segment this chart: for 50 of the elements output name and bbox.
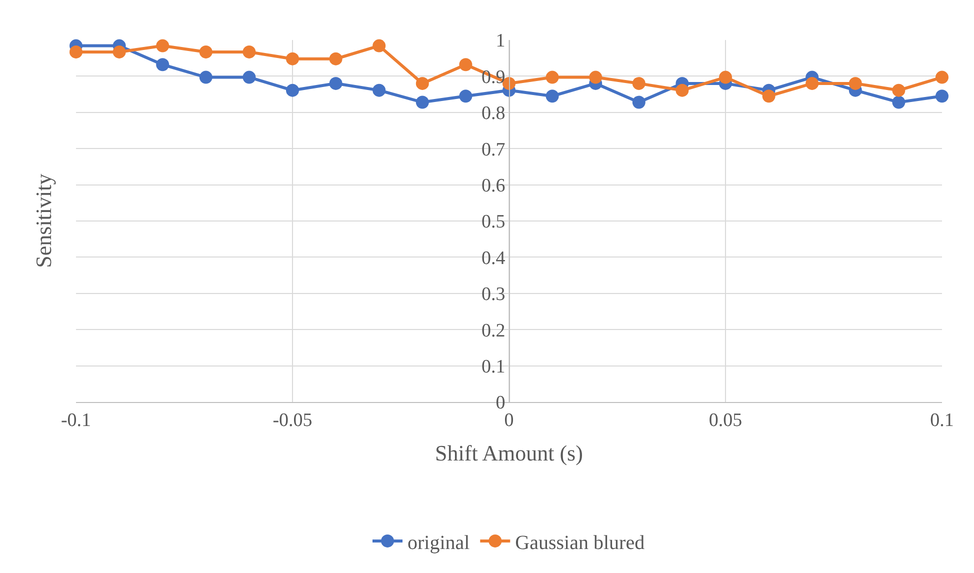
point: [719, 70, 732, 84]
point: [762, 90, 776, 103]
y-tick-label: 0.1: [481, 356, 506, 378]
point: [329, 76, 342, 90]
point: [112, 45, 126, 58]
x-tick-label: 0.05: [708, 410, 742, 431]
point: [372, 39, 386, 52]
y-tick-label: 0.2: [481, 320, 506, 342]
point: [70, 45, 82, 58]
point: [329, 52, 342, 66]
point: [892, 84, 906, 97]
point: [936, 70, 948, 84]
point: [632, 76, 646, 90]
y-tick-label: 0.6: [481, 175, 506, 196]
point: [632, 96, 646, 109]
y-tick-label: 0.7: [481, 139, 506, 160]
point: [199, 70, 212, 84]
y-tick-label: 0.4: [481, 248, 506, 269]
x-tick-label: 0.1: [930, 410, 954, 431]
y-tick-label: 0.5: [481, 212, 506, 233]
legend-label: Gaussian blured: [515, 532, 645, 554]
point: [416, 76, 429, 90]
y-tick-label: 1: [496, 30, 506, 52]
y-axis-title: Sensitivity: [30, 174, 56, 268]
point: [372, 84, 386, 97]
y-tick-label: 0.8: [481, 103, 506, 124]
point: [848, 76, 862, 90]
legend-label: original: [408, 532, 470, 554]
point: [546, 90, 559, 103]
point: [676, 84, 689, 97]
point: [199, 45, 212, 58]
point: [589, 70, 602, 84]
y-tick-label: 0.3: [481, 284, 506, 306]
x-tick-label: -0.05: [272, 410, 312, 431]
point: [286, 84, 299, 97]
point: [156, 58, 170, 72]
point: [286, 52, 299, 66]
point: [156, 39, 170, 52]
point: [416, 96, 429, 109]
point: [242, 45, 256, 58]
point: [242, 70, 256, 84]
x-axis-title: Shift Amount (s): [435, 440, 583, 466]
point: [892, 96, 906, 109]
point: [459, 58, 472, 72]
point: [806, 76, 819, 90]
y-tick-label: 0: [496, 392, 506, 414]
x-tick-label: -0.1: [60, 410, 92, 431]
point: [459, 90, 472, 103]
point: [546, 70, 559, 84]
point: [936, 90, 948, 103]
